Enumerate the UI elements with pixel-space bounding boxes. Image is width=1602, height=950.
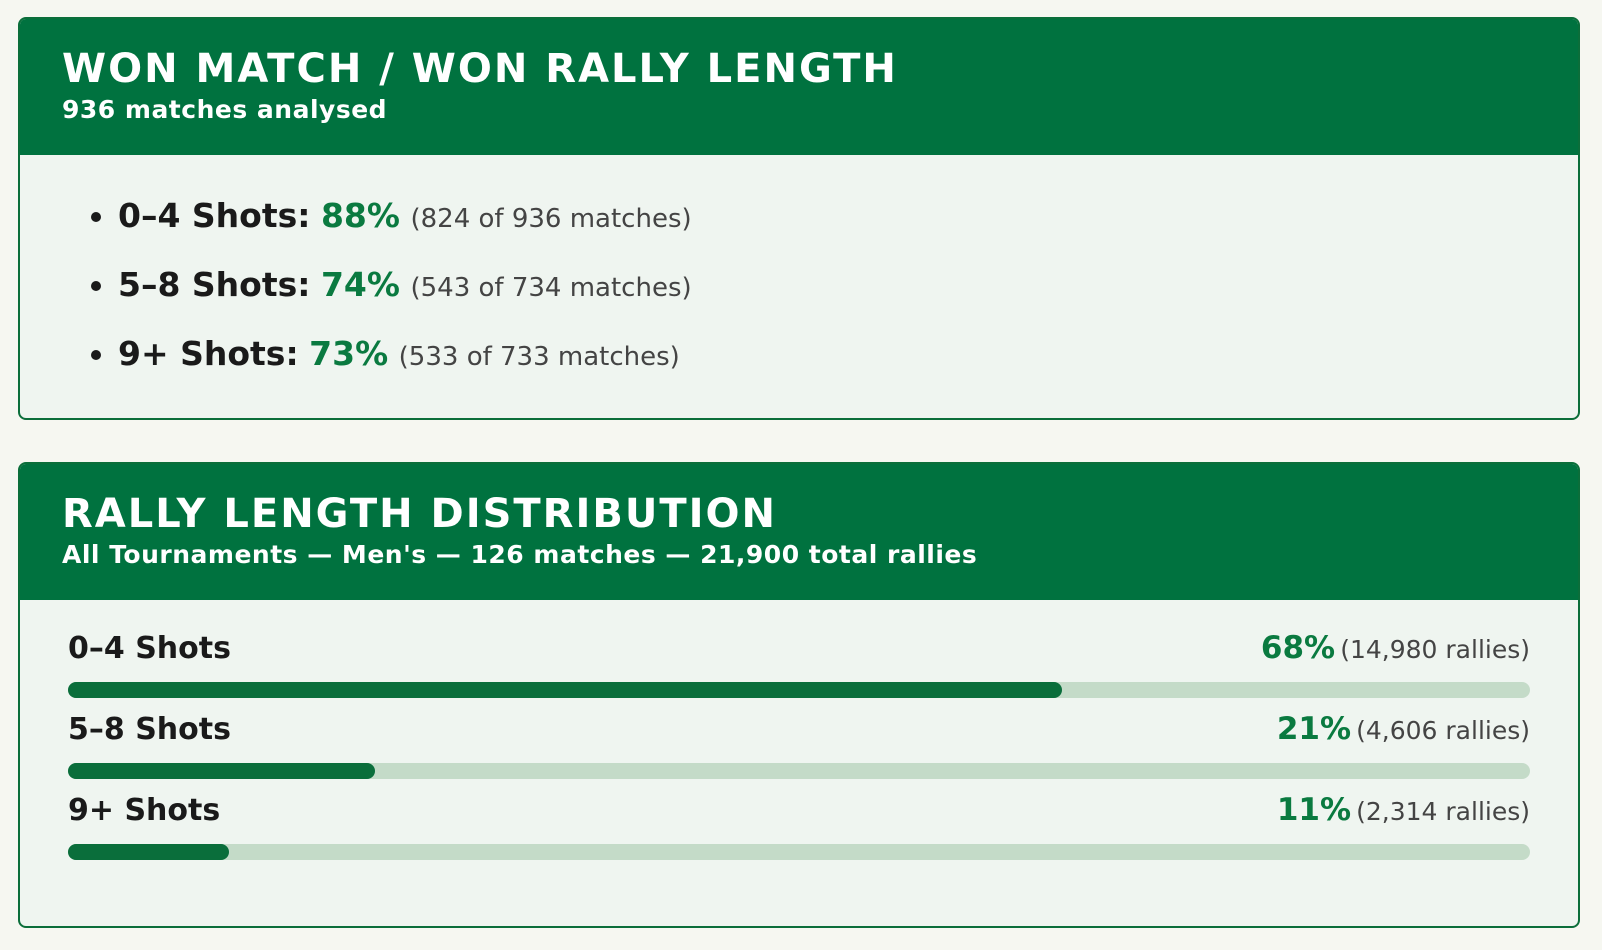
stat-label: 0–4 Shots: — [118, 196, 311, 235]
row-header: 9+ Shots 11% (2,314 rallies) — [68, 792, 1530, 834]
row-label: 9+ Shots — [68, 793, 221, 828]
distribution-rows: 0–4 Shots 68% (14,980 rallies) 5–8 Shots 21… — [20, 600, 1578, 873]
card-title: RALLY LENGTH DISTRIBUTION — [62, 491, 777, 537]
card-title: WON MATCH / WON RALLY LENGTH — [62, 46, 898, 92]
card-header: WON MATCH / WON RALLY LENGTH 936 matches… — [20, 19, 1578, 155]
bar-track — [68, 763, 1530, 779]
row-value-group: 21% (4,606 rallies) — [1277, 711, 1530, 747]
stat-detail: (543 of 734 matches) — [410, 273, 692, 303]
row-detail: (14,980 rallies) — [1340, 635, 1530, 664]
row-detail: (2,314 rallies) — [1356, 797, 1530, 826]
row-percent: 21% — [1276, 711, 1352, 747]
distribution-row: 5–8 Shots 21% (4,606 rallies) — [68, 711, 1530, 792]
stat-percent: 74% — [320, 265, 400, 304]
row-header: 0–4 Shots 68% (14,980 rallies) — [68, 630, 1530, 672]
bar — [68, 763, 376, 779]
won-match-card: WON MATCH / WON RALLY LENGTH 936 matches… — [18, 17, 1580, 420]
stat-label: 9+ Shots: — [118, 334, 299, 373]
distribution-row: 9+ Shots 11% (2,314 rallies) — [68, 792, 1530, 873]
card-subtitle: 936 matches analysed — [62, 95, 388, 124]
row-percent: 68% — [1260, 630, 1336, 666]
stat-detail: (533 of 733 matches) — [398, 342, 680, 372]
bar — [68, 682, 1063, 698]
stat-detail: (824 of 936 matches) — [410, 204, 692, 234]
stat-item: 0–4 Shots: 88% (824 of 936 matches) — [118, 183, 1578, 252]
row-header: 5–8 Shots 21% (4,606 rallies) — [68, 711, 1530, 753]
row-label: 0–4 Shots — [68, 631, 231, 666]
stat-item: 5–8 Shots: 74% (543 of 734 matches) — [118, 252, 1578, 321]
row-value-group: 11% (2,314 rallies) — [1277, 792, 1530, 828]
stat-list: 0–4 Shots: 88% (824 of 936 matches)5–8 S… — [20, 183, 1578, 390]
bar-track — [68, 682, 1530, 698]
stat-item: 9+ Shots: 73% (533 of 733 matches) — [118, 321, 1578, 390]
distribution-row: 0–4 Shots 68% (14,980 rallies) — [68, 630, 1530, 711]
card-subtitle: All Tournaments — Men's — 126 matches — … — [62, 540, 978, 569]
stat-label: 5–8 Shots: — [118, 265, 311, 304]
bar-track — [68, 844, 1530, 860]
row-value-group: 68% (14,980 rallies) — [1261, 630, 1530, 666]
stat-percent: 88% — [320, 196, 400, 235]
row-detail: (4,606 rallies) — [1356, 716, 1530, 745]
row-percent: 11% — [1276, 792, 1352, 828]
distribution-card: RALLY LENGTH DISTRIBUTION All Tournament… — [18, 462, 1580, 928]
stat-percent: 73% — [309, 334, 389, 373]
card-header: RALLY LENGTH DISTRIBUTION All Tournament… — [20, 464, 1578, 600]
row-label: 5–8 Shots — [68, 712, 231, 747]
bar — [68, 844, 229, 860]
